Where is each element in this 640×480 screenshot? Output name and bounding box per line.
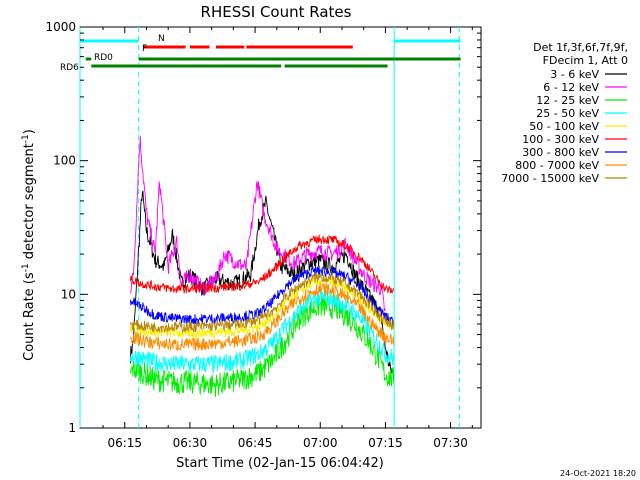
legend-entry-label-1: 6 - 12 keV (543, 81, 599, 94)
series-line-1 (129, 135, 386, 311)
y-tick-label-2: 100 (53, 154, 76, 168)
legend: Det 1f,3f,6f,7f,9f,FDecim 1, Att 03 - 6 … (501, 41, 628, 185)
footer-date: 24-Oct-2021 18:20 (560, 469, 636, 478)
x-tick-label-4: 07:15 (368, 436, 403, 450)
flag-label-f: F (142, 44, 147, 54)
x-axis-ticks: 06:15 06:30 06:45 07:00 07:15 07:30 (102, 27, 473, 450)
series-lines (129, 135, 395, 397)
legend-header-1: FDecim 1, Att 0 (543, 54, 628, 67)
legend-entry-label-4: 50 - 100 keV (529, 120, 599, 133)
series-line-7 (129, 282, 395, 352)
x-tick-label-1: 06:30 (173, 436, 208, 450)
series-line-2 (129, 294, 395, 397)
series-line-6 (129, 265, 395, 327)
flag-label-n: N (158, 34, 165, 44)
y-axis-label: Count Rate (s-1 detector segment-1) (21, 129, 37, 361)
y-axis-ticks: 1 10 100 1000 (45, 20, 481, 435)
series-line-5 (129, 234, 395, 295)
legend-entry-label-0: 3 - 6 keV (550, 68, 599, 81)
x-tick-label-5: 07:30 (433, 436, 468, 450)
y-tick-label-0: 1 (68, 421, 76, 435)
legend-entry-label-3: 25 - 50 keV (536, 107, 599, 120)
x-tick-label-3: 07:00 (303, 436, 338, 450)
x-axis-label: Start Time (02-Jan-15 06:04:42) (176, 456, 384, 471)
y-tick-label-1: 10 (61, 287, 76, 301)
chart-title: RHESSI Count Rates (201, 3, 352, 21)
legend-entry-label-2: 12 - 25 keV (536, 94, 599, 107)
flag-label-rd0: RD0 (94, 53, 113, 63)
flag-bars: N F RD0 RD6 (60, 34, 461, 73)
legend-entry-label-8: 7000 - 15000 keV (501, 172, 599, 185)
legend-entry-label-5: 100 - 300 keV (522, 133, 599, 146)
series-line-3 (129, 288, 395, 374)
flag-label-rd6: RD6 (60, 63, 79, 73)
series-line-8 (129, 272, 395, 334)
legend-entry-label-7: 800 - 7000 keV (515, 159, 599, 172)
y-tick-label-3: 1000 (45, 20, 76, 34)
legend-header-0: Det 1f,3f,6f,7f,9f, (533, 41, 628, 54)
x-tick-label-2: 06:45 (238, 436, 273, 450)
legend-entry-label-6: 300 - 800 keV (522, 146, 599, 159)
x-tick-label-0: 06:15 (107, 436, 142, 450)
